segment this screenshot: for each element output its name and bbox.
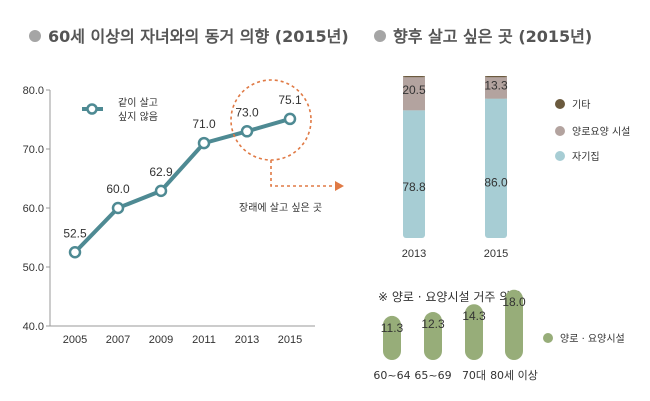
data-point xyxy=(283,112,297,126)
capsule-bar xyxy=(505,289,523,360)
data-label: 60.0 xyxy=(106,182,130,196)
capsule-bars xyxy=(383,289,523,360)
x-tick-label: 2013 xyxy=(235,334,259,346)
capsule-bar xyxy=(383,315,401,360)
legend-swatch xyxy=(555,99,565,109)
y-axis-ticks: 40.0 50.0 60.0 70.0 80.0 xyxy=(23,85,50,333)
stacked-bars xyxy=(403,76,507,239)
capsule-bar xyxy=(424,312,442,360)
stacked-bar-segment-fill xyxy=(485,98,507,169)
data-point xyxy=(68,246,82,259)
legend-swatch xyxy=(555,151,565,161)
stacked-bar-category: 2013 xyxy=(402,248,426,260)
facility-subtitle: ※ 양로 · 요양시설 거주 의향 xyxy=(378,290,521,304)
series-line xyxy=(73,116,291,254)
annotation-arrow-head xyxy=(335,181,344,191)
left-chart-title: 60세 이상의 자녀와의 동거 의향 (2015년) xyxy=(48,27,349,46)
data-label: 52.5 xyxy=(63,226,87,240)
stacked-bar-labels: 78.8 20.5 86.0 13.3 xyxy=(402,78,508,194)
capsule-category: 65~69 xyxy=(414,369,451,382)
capsule-value-labels: 11.3 12.3 14.3 18.0 xyxy=(381,295,526,335)
stacked-bar-segment xyxy=(485,77,507,99)
capsule-categories: 60~64 65~69 70대 80세 이상 xyxy=(373,369,538,382)
x-tick-label: 2005 xyxy=(63,334,87,346)
line-chart: 40.0 50.0 60.0 70.0 80.0 2005 2007 2009 2011 201… xyxy=(23,79,344,346)
segment-value-label: 13.3 xyxy=(484,78,508,92)
data-label: 71.0 xyxy=(192,117,216,131)
y-tick-label: 60.0 xyxy=(23,203,44,215)
segment-value-label: 78.8 xyxy=(402,180,426,194)
legend-marker-swatch xyxy=(86,103,98,115)
legend-swatch xyxy=(555,126,565,136)
capsule-value-label: 18.0 xyxy=(502,295,526,309)
x-tick-label: 2007 xyxy=(106,334,130,346)
data-labels: 52.5 60.0 62.9 71.0 73.0 75.1 xyxy=(63,93,302,240)
x-tick-label: 2015 xyxy=(278,334,302,346)
capsule-category: 60~64 xyxy=(373,369,410,382)
capsule-category: 70대 xyxy=(462,369,486,382)
legend-label: 양로요양 시설 xyxy=(572,126,630,138)
segment-value-label: 86.0 xyxy=(484,175,508,189)
capsule-value-label: 14.3 xyxy=(462,309,486,323)
capsule-category: 80세 이상 xyxy=(490,369,538,382)
right-title-bullet xyxy=(374,30,386,42)
capsule-value-label: 11.3 xyxy=(381,321,404,335)
data-points xyxy=(68,112,297,259)
legend-label-line2: 싶지 않음 xyxy=(118,111,158,123)
data-point xyxy=(154,184,168,198)
data-label: 75.1 xyxy=(278,93,302,107)
data-point xyxy=(197,136,211,150)
y-tick-label: 80.0 xyxy=(23,85,44,97)
y-tick-label: 50.0 xyxy=(23,262,44,274)
data-label: 62.9 xyxy=(149,165,173,179)
annotation: 장래에 살고 싶은 곳 xyxy=(230,79,344,214)
x-axis-ticks: 2005 2007 2009 2011 2013 2015 xyxy=(63,334,302,346)
stacked-bar-segment-fill xyxy=(403,110,425,175)
stacked-bar-segment-fill xyxy=(485,76,507,78)
legend-label: 기타 xyxy=(572,99,590,111)
y-tick-label: 70.0 xyxy=(23,144,44,156)
legend-label: 양로 · 요양시설 xyxy=(560,333,625,345)
capsule-legend: 양로 · 요양시설 xyxy=(543,333,625,345)
annotation-text: 장래에 살고 싶은 곳 xyxy=(239,202,322,214)
data-point xyxy=(240,125,254,138)
data-point xyxy=(111,201,125,215)
y-tick-label: 40.0 xyxy=(23,321,44,333)
segment-value-label: 20.5 xyxy=(402,83,426,97)
line-legend: 같이 살고 싶지 않음 xyxy=(82,97,158,123)
stacked-bar-segment xyxy=(403,77,425,111)
stacked-bar-categories: 2013 2015 xyxy=(402,248,508,260)
stacked-bar-category: 2015 xyxy=(484,248,508,260)
annotation-arrow-line xyxy=(270,160,335,187)
capsule-value-label: 12.3 xyxy=(421,317,445,331)
legend-label: 자기집 xyxy=(572,151,600,163)
x-tick-label: 2011 xyxy=(192,334,216,346)
x-tick-label: 2009 xyxy=(149,334,173,346)
legend-swatch xyxy=(543,333,553,343)
capsule-bar xyxy=(465,304,483,360)
right-chart-title: 향후 살고 싶은 곳 (2015년) xyxy=(393,27,592,46)
facility-intention-chart: 11.3 12.3 14.3 18.0 60~64 65~69 70대 80세 이상 양로 … xyxy=(373,289,625,382)
legend-label-line1: 같이 살고 xyxy=(118,97,158,109)
left-title-bullet xyxy=(29,30,41,42)
stacked-bar-segment-fill xyxy=(403,76,425,78)
data-label: 73.0 xyxy=(235,105,259,119)
